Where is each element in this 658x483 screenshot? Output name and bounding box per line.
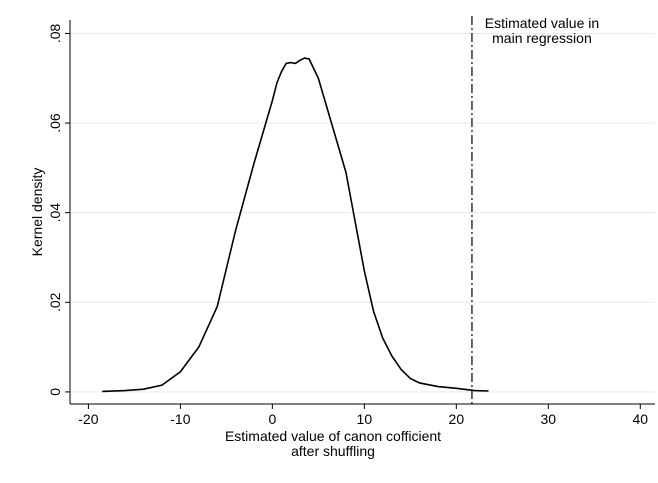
y-tick-label: .02: [47, 292, 63, 312]
density-line: [102, 57, 489, 393]
y-tick-label: .04: [47, 203, 63, 223]
x-axis-label: after shuffling: [291, 443, 375, 459]
x-tick-label: -20: [78, 411, 98, 427]
y-tick-label: .06: [47, 113, 63, 133]
x-tick-label: 40: [632, 411, 648, 427]
x-tick-label: -10: [170, 411, 190, 427]
annotation: Estimated value in: [485, 15, 599, 31]
y-tick-label: 0: [47, 388, 63, 396]
x-tick-label: 20: [449, 411, 465, 427]
x-tick-label: 10: [357, 411, 373, 427]
y-axis-label: Kernel density: [29, 168, 45, 257]
x-tick-label: 30: [541, 411, 557, 427]
y-tick-label: .08: [47, 24, 63, 44]
x-tick-label: 0: [268, 411, 276, 427]
x-axis-label: Estimated value of canon cofficient: [225, 428, 441, 444]
annotation: main regression: [492, 30, 592, 46]
